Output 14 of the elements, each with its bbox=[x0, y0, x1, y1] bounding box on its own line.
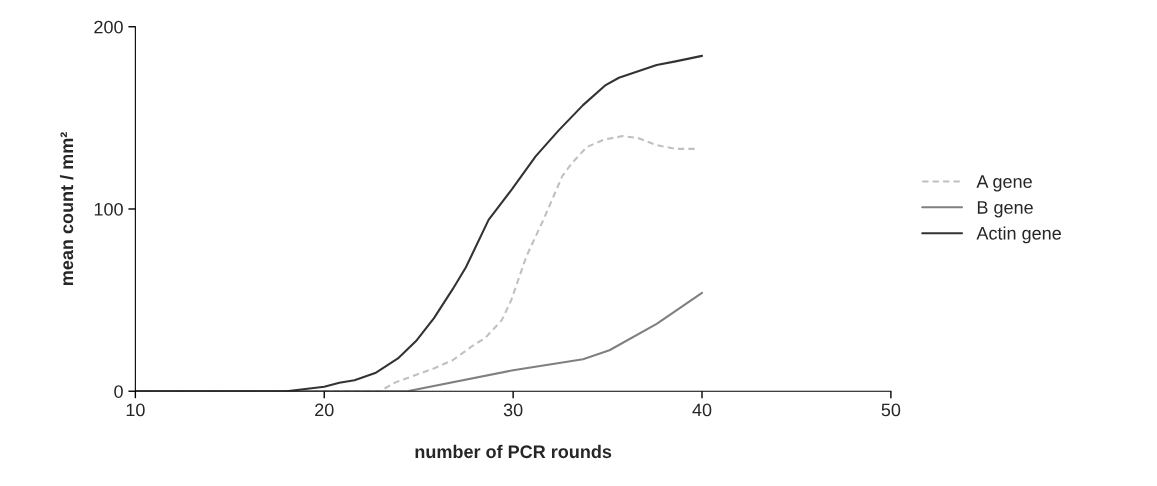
x-tick-label: 20 bbox=[315, 403, 334, 417]
line-series bbox=[135, 54, 704, 392]
x-tick-label: 10 bbox=[126, 403, 145, 417]
x-tick-label: 40 bbox=[692, 403, 712, 417]
y-tick-label: 200 bbox=[94, 20, 123, 34]
y-tick-label: 0 bbox=[114, 385, 123, 398]
y-tick-label: 100 bbox=[94, 202, 123, 216]
legend-label: A gene bbox=[976, 175, 1032, 192]
x-axis-title: number of PCR rounds bbox=[415, 444, 612, 459]
y-axis-title: mean count / mm² bbox=[59, 132, 74, 286]
x-tick-label: 50 bbox=[881, 403, 901, 417]
legend-label: Actin gene bbox=[976, 226, 1061, 244]
legend-label: B gene bbox=[977, 201, 1033, 218]
x-tick-label: 30 bbox=[503, 403, 523, 417]
